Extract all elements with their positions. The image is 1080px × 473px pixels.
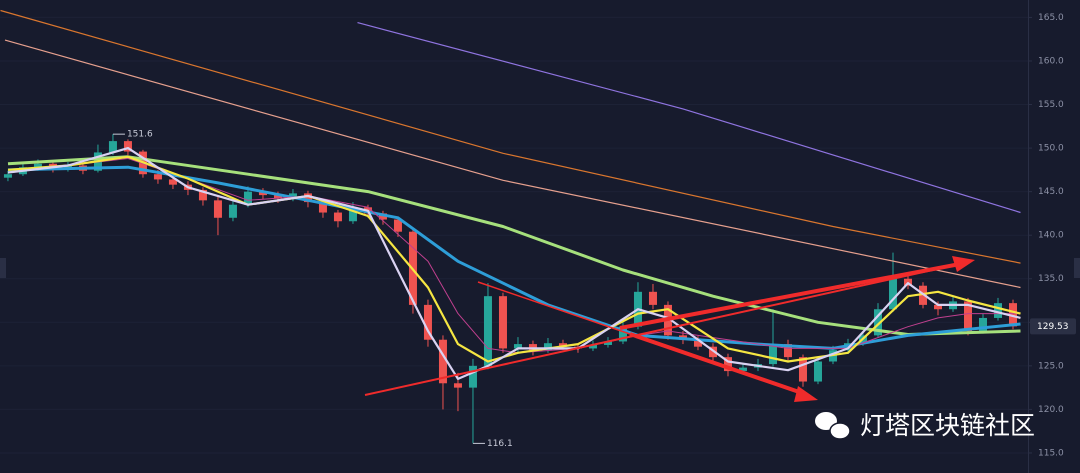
candle-body	[273, 195, 282, 199]
candle-body	[618, 326, 627, 342]
y-tick-label: 145.0	[1038, 187, 1064, 197]
candle-body	[978, 317, 987, 332]
last-price-box	[1030, 318, 1076, 335]
moving-average-line	[0, 9, 1021, 264]
trend-drawings	[364, 256, 975, 402]
candle-body	[243, 191, 252, 205]
candle-body	[888, 278, 897, 310]
candle-body	[993, 303, 1002, 318]
candle-body	[723, 357, 732, 372]
last-price-label: 129.53	[1037, 322, 1069, 332]
plot-area: 151.6 116.1	[0, 9, 1028, 454]
candle-body	[198, 189, 207, 201]
candle-body	[33, 163, 42, 168]
candle-body	[378, 213, 387, 220]
candle-body	[228, 204, 237, 218]
candle-body	[483, 296, 492, 366]
candle-body	[693, 339, 702, 347]
candle-body	[468, 365, 477, 388]
y-tick-label: 165.0	[1038, 13, 1064, 23]
candle-body	[3, 174, 12, 178]
wechat-icon	[829, 422, 851, 440]
candle-body	[333, 212, 342, 222]
candle-body	[153, 174, 162, 180]
candle-body	[423, 304, 432, 340]
candle-body	[438, 339, 447, 384]
moving-average-line	[7, 147, 1021, 380]
candle-body	[768, 344, 777, 365]
trend-line	[364, 263, 961, 396]
watermark-text: 灯塔区块链社区	[860, 411, 1035, 440]
candle-body	[258, 191, 267, 196]
candle-body	[558, 343, 567, 347]
candle-body	[513, 344, 522, 349]
candle-body	[453, 383, 462, 388]
high-label: 151.6	[127, 130, 153, 140]
y-tick-label: 120.0	[1038, 405, 1064, 415]
candle-body	[873, 309, 882, 336]
candle-body	[648, 291, 657, 305]
candle-body	[543, 343, 552, 351]
y-tick-label: 155.0	[1038, 100, 1064, 110]
candle-body	[783, 344, 792, 358]
candle-body	[588, 344, 597, 349]
trend-line	[619, 262, 961, 330]
y-tick-label: 160.0	[1038, 56, 1064, 66]
moving-average-line	[7, 155, 1021, 363]
wechat-icon	[815, 412, 837, 430]
moving-average-line	[7, 155, 1021, 336]
candle-body	[318, 202, 327, 213]
trend-line	[477, 281, 631, 335]
y-tick-label: 125.0	[1038, 361, 1064, 371]
candle-body	[123, 141, 132, 152]
y-tick-label: 115.0	[1038, 448, 1064, 458]
candle-body	[963, 301, 972, 332]
candle-body	[813, 361, 822, 382]
trend-line	[629, 332, 806, 396]
candle-body	[108, 141, 117, 153]
watermark: 灯塔区块链社区	[815, 411, 1035, 440]
moving-average-line	[4, 39, 1021, 289]
side-tab[interactable]	[1074, 258, 1080, 278]
low-label: 116.1	[487, 439, 513, 449]
candle-body	[393, 219, 402, 232]
candle-body	[168, 179, 177, 185]
candle-body	[528, 344, 537, 351]
side-tab[interactable]	[0, 258, 6, 278]
candle-body	[798, 357, 807, 382]
candle-body	[303, 193, 312, 203]
y-tick-label: 135.0	[1038, 274, 1064, 284]
candle-body	[1008, 303, 1017, 327]
candle-body	[213, 200, 222, 218]
candle-body	[498, 296, 507, 349]
moving-average-line	[7, 165, 1021, 350]
candle-body	[933, 304, 942, 310]
y-tick-label: 150.0	[1038, 144, 1064, 154]
moving-average-line	[357, 22, 1021, 214]
candle-body	[738, 367, 747, 372]
arrow-head	[952, 256, 975, 272]
arrow-head	[794, 386, 818, 402]
candle-body	[603, 341, 612, 345]
y-tick-label: 140.0	[1038, 231, 1064, 241]
candle-body	[348, 207, 357, 222]
